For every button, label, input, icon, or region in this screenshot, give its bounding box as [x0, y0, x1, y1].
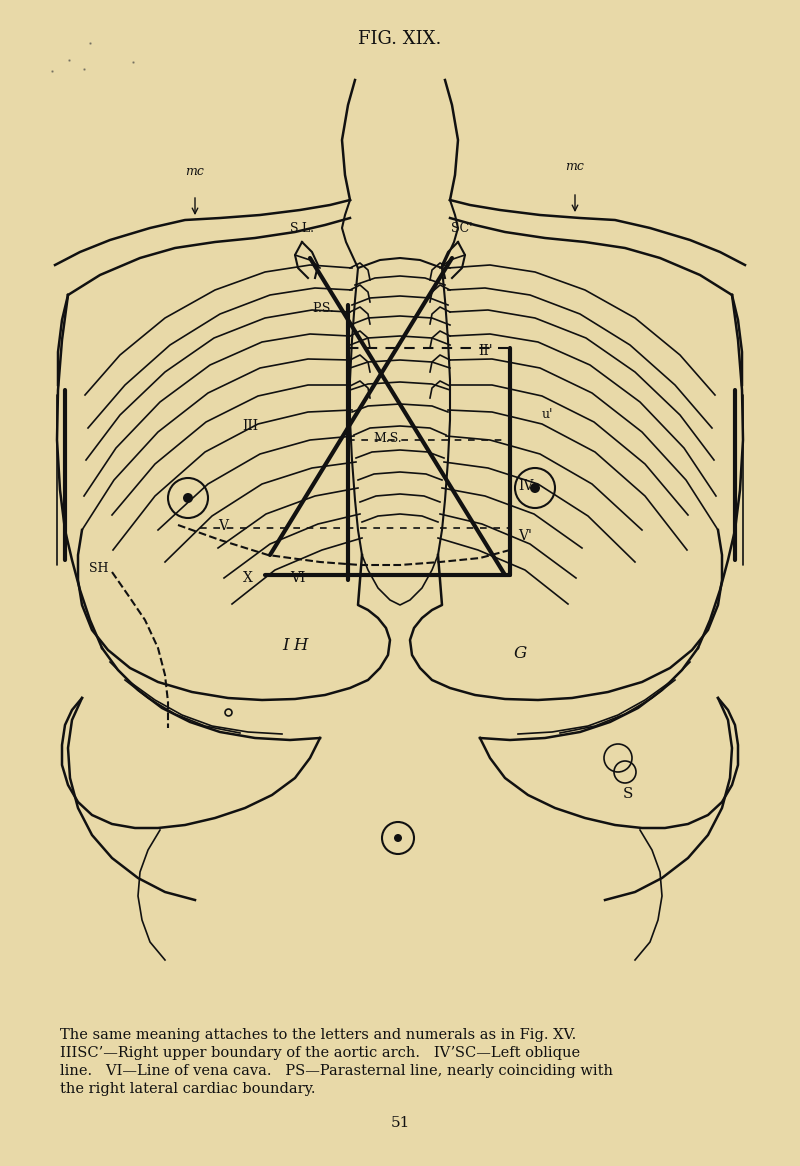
Text: III: III: [242, 419, 258, 433]
Text: P.S.: P.S.: [312, 302, 334, 315]
Text: S.L.: S.L.: [290, 222, 314, 236]
Text: FIG. XIX.: FIG. XIX.: [358, 30, 442, 48]
Text: The same meaning attaches to the letters and numerals as in Fig. XV.: The same meaning attaches to the letters…: [60, 1028, 576, 1042]
Text: V: V: [218, 519, 228, 533]
Text: X: X: [243, 571, 253, 585]
Text: II': II': [478, 344, 493, 358]
Text: I H: I H: [282, 637, 308, 654]
Text: S: S: [623, 787, 633, 801]
Circle shape: [183, 493, 193, 503]
Text: VI: VI: [290, 571, 306, 585]
Text: line.   VI—Line of vena cava.   PS—Parasternal line, nearly coinciding with: line. VI—Line of vena cava. PS—Parastern…: [60, 1065, 613, 1079]
Text: IIISC’—Right upper boundary of the aortic arch.   IVʼSC—Left oblique: IIISC’—Right upper boundary of the aorti…: [60, 1046, 580, 1060]
Text: M.S.: M.S.: [374, 431, 402, 445]
Text: the right lateral cardiac boundary.: the right lateral cardiac boundary.: [60, 1082, 315, 1096]
Text: SC': SC': [451, 222, 473, 236]
Circle shape: [394, 834, 402, 842]
Text: G: G: [514, 645, 526, 662]
Text: u': u': [542, 408, 554, 421]
Text: mc: mc: [186, 166, 205, 178]
Circle shape: [530, 483, 540, 493]
Text: mc: mc: [566, 160, 585, 173]
Text: 51: 51: [390, 1116, 410, 1130]
Text: SH: SH: [89, 562, 108, 575]
Text: V': V': [518, 529, 532, 543]
Text: IV: IV: [518, 479, 534, 493]
